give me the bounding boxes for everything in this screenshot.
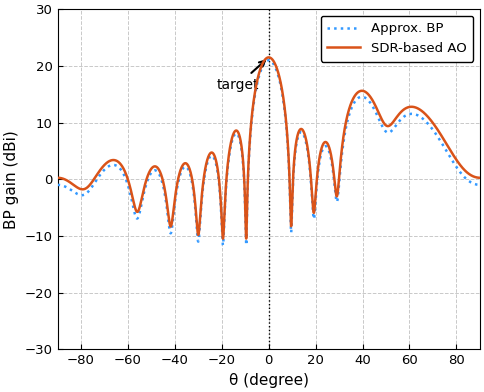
Approx. BP: [55, 183, 60, 187]
SDR-based AO: [55, 175, 60, 180]
Approx. BP: [347, 111, 352, 116]
SDR-based AO: [105, 160, 111, 164]
Approx. BP: [106, 164, 111, 169]
SDR-based AO: [347, 105, 352, 110]
Line: Approx. BP: Approx. BP: [58, 60, 480, 245]
SDR-based AO: [220, 236, 226, 241]
Approx. BP: [105, 165, 111, 169]
Approx. BP: [266, 58, 272, 63]
Y-axis label: BP gain (dBi): BP gain (dBi): [4, 130, 19, 229]
SDR-based AO: [381, 121, 387, 125]
SDR-based AO: [186, 165, 192, 169]
SDR-based AO: [81, 187, 87, 191]
SDR-based AO: [106, 159, 111, 164]
Approx. BP: [381, 127, 387, 131]
SDR-based AO: [477, 175, 483, 180]
Legend: Approx. BP, SDR-based AO: Approx. BP, SDR-based AO: [321, 16, 473, 62]
Approx. BP: [186, 168, 192, 173]
Text: target: target: [217, 61, 265, 92]
Approx. BP: [477, 183, 483, 187]
SDR-based AO: [266, 55, 272, 60]
Line: SDR-based AO: SDR-based AO: [58, 57, 480, 239]
Approx. BP: [220, 243, 226, 248]
X-axis label: θ (degree): θ (degree): [229, 373, 309, 388]
Approx. BP: [81, 192, 87, 197]
